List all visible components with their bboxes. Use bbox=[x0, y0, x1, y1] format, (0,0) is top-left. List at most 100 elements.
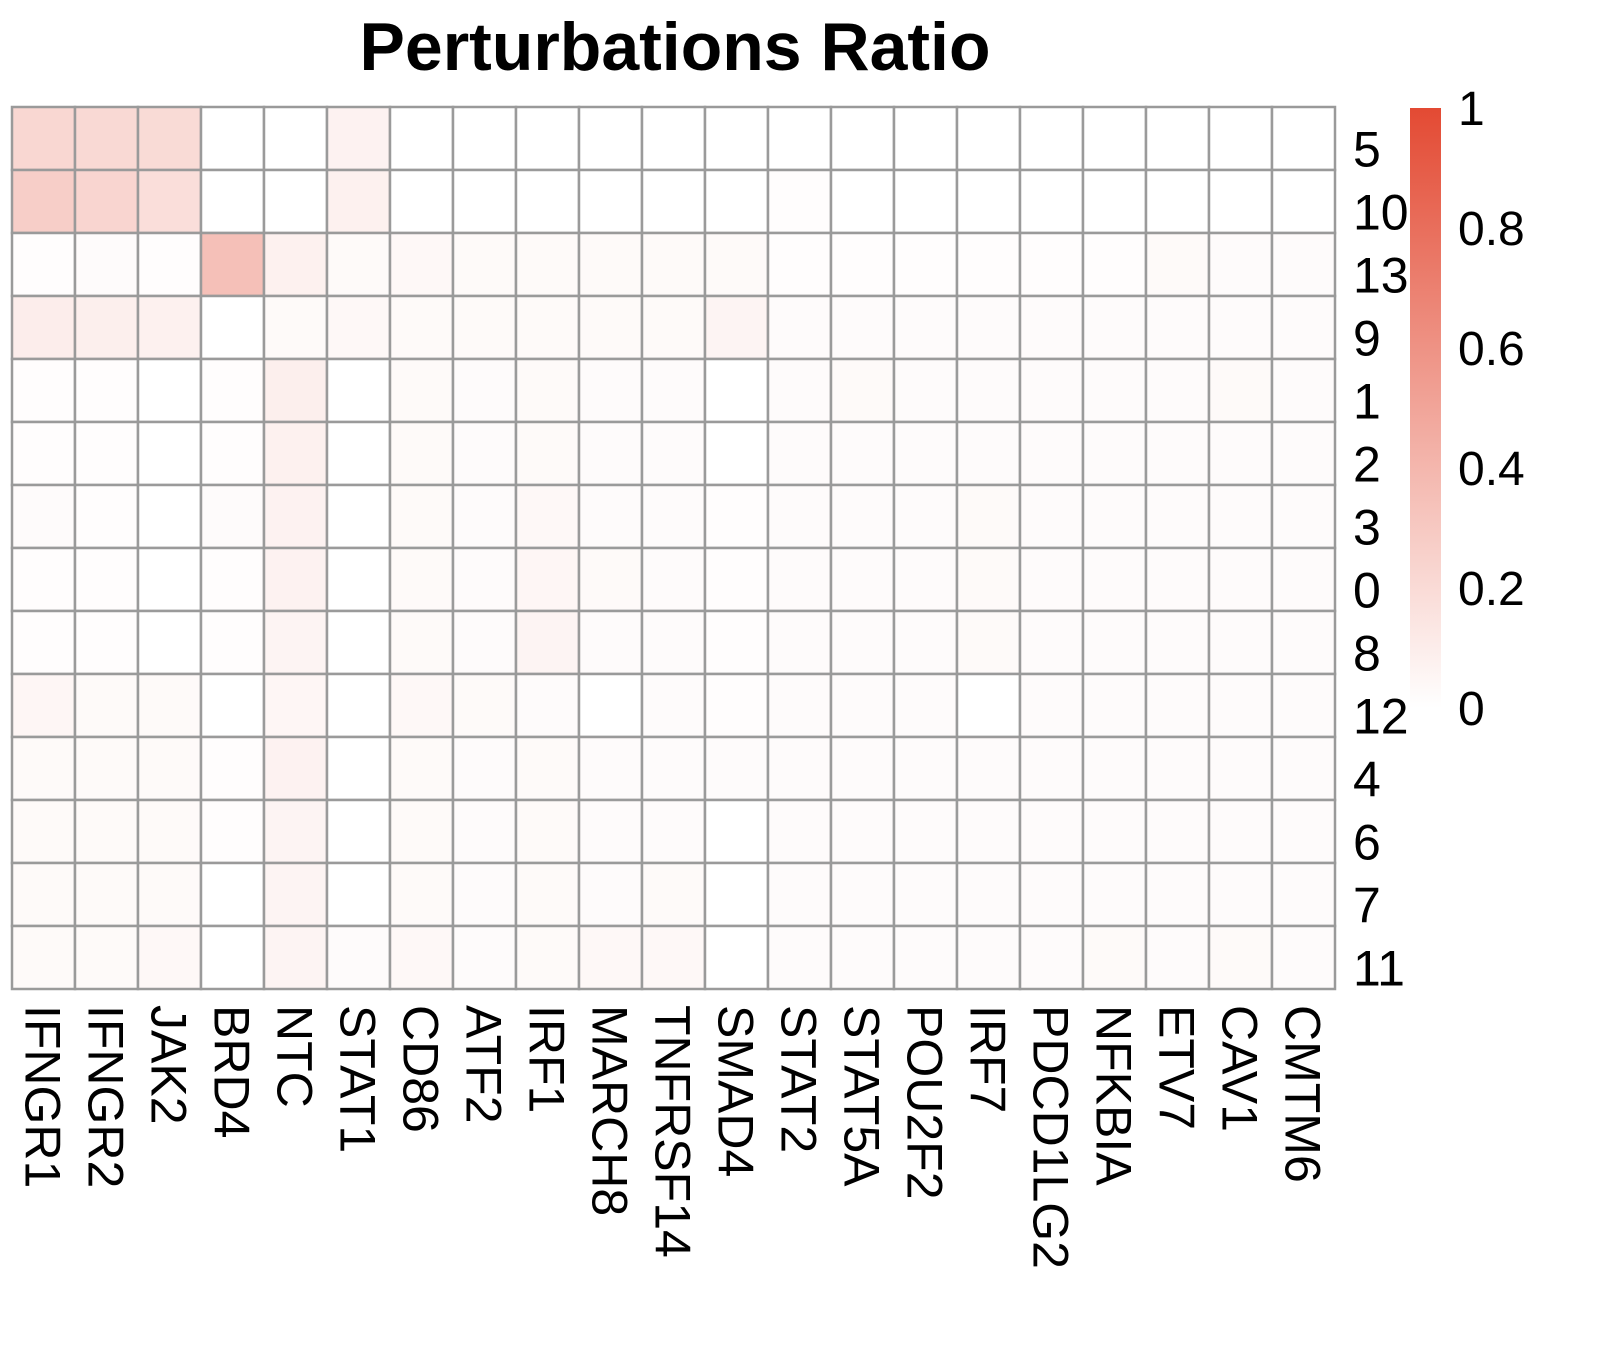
heatmap-cell bbox=[325, 105, 392, 172]
heatmap-cell bbox=[892, 357, 959, 424]
heatmap-cell bbox=[703, 861, 770, 928]
heatmap-cell bbox=[199, 735, 266, 802]
heatmap-cell bbox=[1270, 546, 1337, 613]
heatmap-cell bbox=[892, 798, 959, 865]
heatmap-cell bbox=[766, 483, 833, 550]
heatmap-cell bbox=[892, 168, 959, 235]
heatmap-cell bbox=[1207, 672, 1274, 739]
heatmap-cell bbox=[514, 861, 581, 928]
heatmap-cell bbox=[1207, 609, 1274, 676]
heatmap-cell bbox=[1081, 483, 1148, 550]
heatmap-cell bbox=[514, 294, 581, 361]
heatmap-cell bbox=[262, 861, 329, 928]
heatmap-cell bbox=[1081, 924, 1148, 991]
heatmap-cell bbox=[73, 861, 140, 928]
column-label: SMAD4 bbox=[708, 1005, 764, 1177]
heatmap-cell bbox=[703, 609, 770, 676]
heatmap-cell bbox=[1081, 231, 1148, 298]
legend-tick-label: 0.6 bbox=[1458, 323, 1525, 376]
heatmap-cell bbox=[388, 420, 455, 487]
heatmap-cell bbox=[388, 105, 455, 172]
heatmap-cell bbox=[1270, 357, 1337, 424]
heatmap-cell bbox=[1207, 105, 1274, 172]
column-label: PDCD1LG2 bbox=[1023, 1005, 1079, 1269]
row-label: 3 bbox=[1353, 500, 1381, 556]
heatmap-cell bbox=[703, 546, 770, 613]
heatmap-cells bbox=[10, 105, 1337, 991]
heatmap-cell bbox=[1207, 294, 1274, 361]
heatmap-cell bbox=[703, 105, 770, 172]
heatmap-cell bbox=[1207, 420, 1274, 487]
heatmap-cell bbox=[1081, 357, 1148, 424]
heatmap-cell bbox=[1018, 483, 1085, 550]
heatmap-cell bbox=[1144, 798, 1211, 865]
heatmap-cell bbox=[1207, 357, 1274, 424]
column-label: STAT1 bbox=[330, 1005, 386, 1153]
heatmap-cell bbox=[577, 924, 644, 991]
heatmap-cell bbox=[1018, 672, 1085, 739]
heatmap-cell bbox=[1270, 924, 1337, 991]
heatmap-cell bbox=[577, 609, 644, 676]
heatmap-cell bbox=[1270, 609, 1337, 676]
row-label: 7 bbox=[1353, 878, 1381, 934]
row-label: 2 bbox=[1353, 437, 1381, 493]
heatmap-cell bbox=[262, 294, 329, 361]
heatmap-cell bbox=[388, 735, 455, 802]
heatmap-cell bbox=[73, 924, 140, 991]
heatmap-cell bbox=[892, 735, 959, 802]
heatmap-cell bbox=[136, 672, 203, 739]
heatmap-cell bbox=[514, 924, 581, 991]
heatmap-cell bbox=[955, 735, 1022, 802]
heatmap-cell bbox=[829, 231, 896, 298]
heatmap-cell bbox=[703, 357, 770, 424]
heatmap-cell bbox=[703, 798, 770, 865]
heatmap-cell bbox=[955, 294, 1022, 361]
heatmap-cell bbox=[766, 672, 833, 739]
heatmap-cell bbox=[892, 483, 959, 550]
heatmap-cell bbox=[1018, 798, 1085, 865]
heatmap-cell bbox=[1207, 483, 1274, 550]
heatmap-cell bbox=[388, 798, 455, 865]
heatmap-cell bbox=[892, 105, 959, 172]
column-label: MARCH8 bbox=[582, 1005, 638, 1216]
heatmap-cell bbox=[1144, 231, 1211, 298]
heatmap-cell bbox=[388, 294, 455, 361]
heatmap-cell bbox=[892, 609, 959, 676]
row-label: 0 bbox=[1353, 563, 1381, 619]
heatmap-cell bbox=[829, 105, 896, 172]
heatmap-cell bbox=[73, 231, 140, 298]
heatmap-cell bbox=[577, 420, 644, 487]
heatmap-cell bbox=[388, 861, 455, 928]
heatmap-cell bbox=[451, 546, 518, 613]
column-label: TNFRSF14 bbox=[645, 1005, 701, 1258]
column-label: JAK2 bbox=[141, 1005, 197, 1125]
heatmap-cell bbox=[199, 672, 266, 739]
heatmap-cell bbox=[262, 798, 329, 865]
heatmap-cell bbox=[1018, 609, 1085, 676]
heatmap-cell bbox=[73, 798, 140, 865]
heatmap-cell bbox=[829, 546, 896, 613]
heatmap-cell bbox=[829, 861, 896, 928]
heatmap-cell bbox=[955, 483, 1022, 550]
heatmap-cell bbox=[892, 924, 959, 991]
row-label: 11 bbox=[1353, 941, 1405, 997]
heatmap-cell bbox=[640, 546, 707, 613]
heatmap-cell bbox=[955, 231, 1022, 298]
heatmap-cell bbox=[262, 357, 329, 424]
heatmap-cell bbox=[1207, 231, 1274, 298]
heatmap-cell bbox=[955, 798, 1022, 865]
column-labels: IFNGR1 IFNGR2 JAK2 BRD4 NTC STAT1 CD86 ATF2 IRF1… bbox=[15, 1005, 1331, 1269]
heatmap-cell bbox=[136, 420, 203, 487]
column-label: STAT2 bbox=[771, 1005, 827, 1153]
heatmap-cell bbox=[136, 357, 203, 424]
heatmap-cell bbox=[1270, 798, 1337, 865]
heatmap-cell bbox=[892, 861, 959, 928]
heatmap-cell bbox=[199, 231, 266, 298]
heatmap-cell bbox=[1270, 861, 1337, 928]
heatmap-cell bbox=[1018, 105, 1085, 172]
heatmap-cell bbox=[1144, 420, 1211, 487]
heatmap-cell bbox=[1018, 231, 1085, 298]
heatmap-cell bbox=[1018, 357, 1085, 424]
heatmap-cell bbox=[136, 294, 203, 361]
